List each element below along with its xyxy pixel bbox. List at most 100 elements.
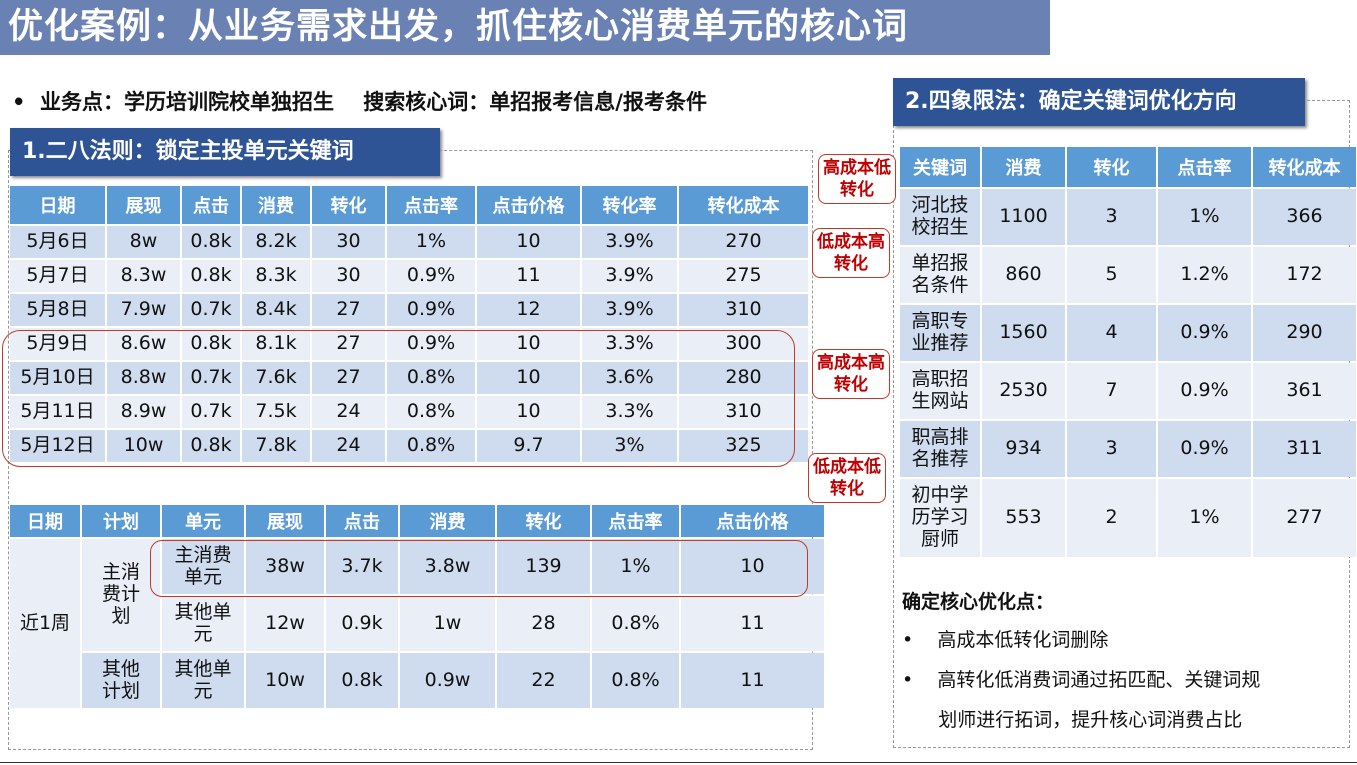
table-cell: 860 <box>982 247 1065 303</box>
callout-high-cost-high-conv: 高成本高转化 <box>812 349 890 399</box>
table-cell: 1% <box>1158 189 1251 245</box>
table-cell: 8w <box>107 226 180 258</box>
table-cell: 139 <box>497 539 590 594</box>
table-cell: 3.3% <box>582 396 677 428</box>
table-cell: 0.8k <box>182 260 240 292</box>
table-cell: 0.9% <box>1158 421 1251 477</box>
table-cell: 3.6% <box>582 362 677 394</box>
header-row: 关键词 消费 转化 点击率 转化成本 <box>900 147 1356 187</box>
table-cell: 7.5k <box>242 396 310 428</box>
table-cell: 0.9% <box>1158 305 1251 361</box>
column-header: 转化率 <box>582 186 677 224</box>
table-cell: 职高排名推荐 <box>900 421 980 477</box>
table-cell: 1560 <box>982 305 1065 361</box>
table-cell: 0.8% <box>387 362 475 394</box>
table-row: 5月11日 8.9w 0.7k 7.5k 24 0.8% 10 3.3% 310 <box>10 396 808 428</box>
table-cell: 3 <box>1067 421 1156 477</box>
table-cell: 0.8% <box>387 396 475 428</box>
table-cell: 553 <box>982 479 1065 557</box>
table-cell: 其他单元 <box>162 596 244 651</box>
table-cell: 7 <box>1067 363 1156 419</box>
table-cell: 3.3% <box>582 328 677 360</box>
table-cell: 290 <box>1253 305 1356 361</box>
table-cell: 初中学历学习厨师 <box>900 479 980 557</box>
column-header: 关键词 <box>900 147 980 187</box>
table-cell: 10w <box>107 430 180 462</box>
weekly-table: 日期 计划 单元 展现 点击 消费 转化 点击率 点击价格 近1周 主消费计划 主消费单元 38w 3.7… <box>8 503 826 710</box>
table-cell: 172 <box>1253 247 1356 303</box>
table-cell: 5月7日 <box>10 260 105 292</box>
callout-low-cost-high-conv: 低成本高转化 <box>812 228 890 278</box>
point-1: • 高成本低转化词删除 <box>902 629 1109 651</box>
table-cell: 28 <box>497 596 590 651</box>
table-cell: 10 <box>477 328 580 360</box>
table-cell: 0.8k <box>182 430 240 462</box>
table-cell: 310 <box>679 396 808 428</box>
table-cell: 5月8日 <box>10 294 105 326</box>
table-row: 5月6日 8w 0.8k 8.2k 30 1% 10 3.9% 270 <box>10 226 808 258</box>
table-cell: 24 <box>312 396 385 428</box>
table-cell: 0.9% <box>387 328 475 360</box>
table-cell: 277 <box>1253 479 1356 557</box>
table-cell: 1% <box>387 226 475 258</box>
table-cell: 0.8% <box>592 653 679 708</box>
column-header: 转化 <box>497 505 590 537</box>
table-cell: 11 <box>477 260 580 292</box>
daily-table: 日期 展现 点击 消费 转化 点击率 点击价格 转化率 转化成本 5月6日 8w 0.8k 8.2k 30… <box>8 184 810 464</box>
table-cell: 0.9% <box>387 260 475 292</box>
table-cell: 其他单元 <box>162 653 244 708</box>
core-title: 确定核心优化点： <box>902 591 1055 613</box>
table-cell: 7.8k <box>242 430 310 462</box>
column-header: 转化成本 <box>1253 147 1356 187</box>
column-header: 展现 <box>246 505 324 537</box>
column-header: 单元 <box>162 505 244 537</box>
column-header: 点击价格 <box>477 186 580 224</box>
table-row: 河北技校招生 1100 3 1% 366 <box>900 189 1356 245</box>
table-cell: 0.8% <box>387 430 475 462</box>
table-cell: 8.3w <box>107 260 180 292</box>
table-cell: 10 <box>477 396 580 428</box>
table-cell: 8.1k <box>242 328 310 360</box>
highlight-box <box>2 330 795 467</box>
table-row: 5月7日 8.3w 0.8k 8.3k 30 0.9% 11 3.9% 275 <box>10 260 808 292</box>
table-row: 其他单元 12w 0.9k 1w 28 0.8% 11 <box>10 596 824 651</box>
table-cell: 3.9% <box>582 294 677 326</box>
table-cell: 8.6w <box>107 328 180 360</box>
column-header: 日期 <box>10 505 80 537</box>
table-cell: 8.4k <box>242 294 310 326</box>
table-cell: 0.7k <box>182 396 240 428</box>
table-cell: 0.8k <box>182 226 240 258</box>
table-cell: 10 <box>477 362 580 394</box>
column-header: 消费 <box>242 186 310 224</box>
column-header: 点击率 <box>592 505 679 537</box>
table-cell: 5月9日 <box>10 328 105 360</box>
point-2: • 高转化低消费词通过拓匹配、关键词规 <box>902 669 1261 691</box>
table-cell: 366 <box>1253 189 1356 245</box>
header-row: 日期 计划 单元 展现 点击 消费 转化 点击率 点击价格 <box>10 505 824 537</box>
column-header: 点击 <box>326 505 398 537</box>
table-cell: 5月10日 <box>10 362 105 394</box>
table-cell: 0.8k <box>326 653 398 708</box>
point-2-cont: 划师进行拓词，提升核心词消费占比 <box>902 709 1243 731</box>
table-row: 单招报名条件 860 5 1.2% 172 <box>900 247 1356 303</box>
section1-label: 1.二八法则：锁定主投单元关键词 <box>10 128 440 176</box>
table-cell: 12 <box>477 294 580 326</box>
table-cell: 0.8k <box>182 328 240 360</box>
table-cell: 高职专业推荐 <box>900 305 980 361</box>
table-cell: 2 <box>1067 479 1156 557</box>
callout-high-cost-low-conv: 高成本低转化 <box>818 154 896 204</box>
table-cell: 5 <box>1067 247 1156 303</box>
keyword-table: 关键词 消费 转化 点击率 转化成本 河北技校招生 1100 3 1% 366 单招报名条件 860 5… <box>898 145 1357 559</box>
table-cell: 3 <box>1067 189 1156 245</box>
plan-cell: 主消费计划 <box>82 539 160 651</box>
column-header: 消费 <box>982 147 1065 187</box>
table-cell: 7.9w <box>107 294 180 326</box>
table-row: 高职专业推荐 1560 4 0.9% 290 <box>900 305 1356 361</box>
table-cell: 0.8% <box>592 596 679 651</box>
table-row: 高职招生网站 2530 7 0.9% 361 <box>900 363 1356 419</box>
table-cell: 11 <box>681 596 824 651</box>
plan-cell: 其他计划 <box>82 653 160 708</box>
column-header: 转化 <box>1067 147 1156 187</box>
table-cell: 5月12日 <box>10 430 105 462</box>
column-header: 展现 <box>107 186 180 224</box>
